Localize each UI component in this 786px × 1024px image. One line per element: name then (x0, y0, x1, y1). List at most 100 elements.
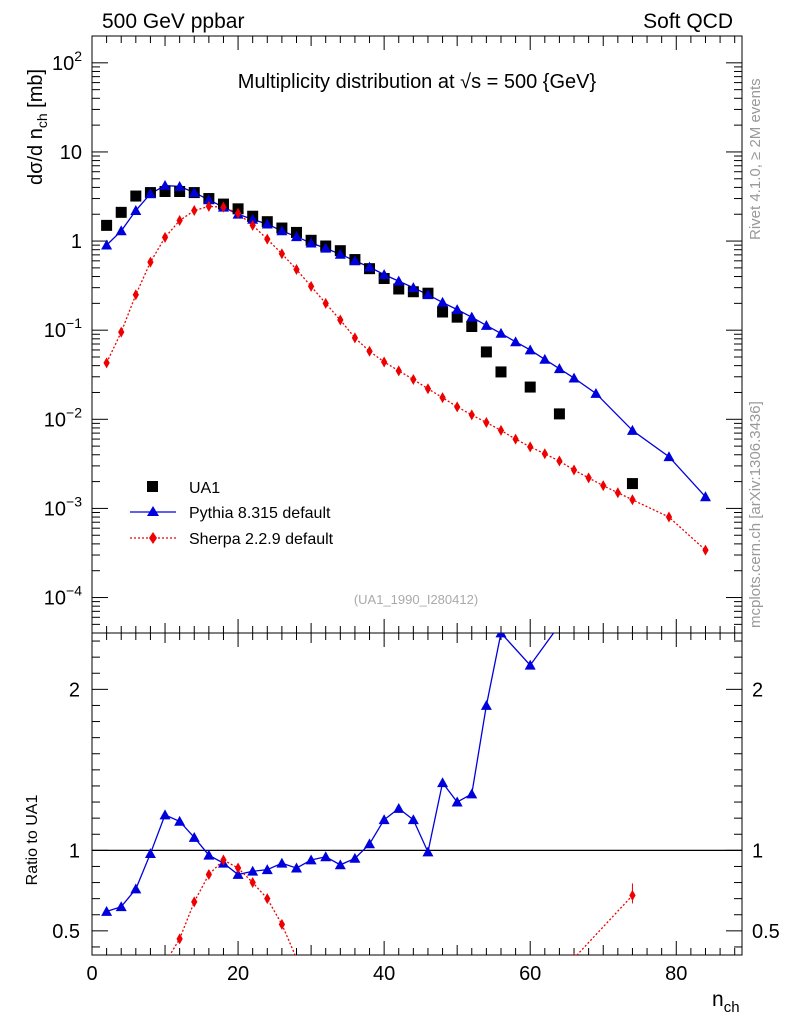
sherpa-point (191, 205, 198, 217)
pythia-ratio-point (320, 851, 332, 862)
series-markers-layer (101, 180, 711, 955)
sherpa-point (337, 314, 344, 326)
pythia-point (276, 225, 288, 236)
ratio-panel-frame (91, 632, 743, 956)
sherpa-point (234, 207, 242, 219)
pythia-ratio-point (305, 854, 317, 865)
sherpa-ratio-line (169, 859, 296, 955)
ratio-y-tick-label-right: 0.5 (752, 921, 780, 943)
pythia-ratio-point (115, 901, 127, 912)
sherpa-point (147, 256, 154, 268)
sherpa-ratio-point (191, 896, 198, 908)
pythia-point (159, 180, 171, 190)
ua1-data-point (466, 320, 478, 332)
sherpa-point (497, 424, 505, 436)
x-axis-title: nch (712, 988, 740, 1016)
pythia-point (510, 336, 522, 347)
pythia-ratio-line (106, 633, 555, 913)
pythia-point (290, 231, 302, 242)
sherpa-point (103, 357, 110, 369)
pythia-ratio-point (144, 848, 156, 858)
sherpa-line (106, 205, 706, 551)
pythia-point (663, 451, 675, 462)
sherpa-point (220, 201, 227, 213)
legend-sherpa-marker (149, 532, 157, 544)
pythia-point (626, 424, 638, 435)
sherpa-point (629, 494, 636, 506)
pythia-ratio-point (276, 857, 288, 868)
ua1-data-point (524, 381, 536, 393)
y-tick-label: 10−3 (44, 493, 82, 520)
legend-sherpa-label: Sherpa 2.2.9 default (189, 531, 334, 548)
pythia-point (466, 311, 478, 322)
x-tick-label: 0 (86, 963, 97, 985)
y-tick-label: 10−4 (44, 583, 82, 610)
pythia-point (378, 269, 390, 280)
ua1-data-point (553, 408, 565, 420)
y-tick-label: 1 (71, 231, 82, 253)
ua1-data-point (130, 190, 142, 202)
ratio-y-tick-label: 2 (69, 679, 80, 701)
pythia-point (144, 188, 156, 199)
rivet-version-label: Rivet 4.1.0, ≥ 2M events (747, 78, 764, 240)
sherpa-ratio-point (278, 918, 286, 930)
pythia-point (495, 327, 507, 338)
header-right-label: Soft QCD (643, 10, 733, 33)
pythia-point (480, 319, 492, 330)
sherpa-point (410, 373, 417, 385)
y-tick-label: 10−2 (44, 404, 82, 431)
pythia-ratio-point (480, 699, 492, 710)
pythia-point (422, 289, 434, 300)
y-tick-label: 10 (60, 142, 82, 164)
sherpa-point (570, 464, 578, 476)
sherpa-point (512, 433, 519, 445)
pythia-ratio-point (130, 883, 142, 894)
pythia-ratio-point (247, 865, 259, 876)
y-axis-title: dσ/d nch [mb] (25, 69, 50, 185)
sherpa-ratio-point (220, 854, 227, 866)
sherpa-point (483, 417, 490, 429)
x-tick-label: 40 (373, 963, 395, 985)
sherpa-point (527, 441, 534, 453)
ua1-data-point (115, 206, 127, 218)
pythia-point (524, 344, 536, 355)
chart-title: Multiplicity distribution at √s = 500 {G… (238, 71, 597, 93)
pythia-point (320, 242, 332, 253)
pythia-point (188, 187, 200, 197)
pythia-point (451, 304, 463, 315)
y-tick-label: 102 (52, 48, 82, 75)
ua1-data-point (437, 306, 449, 318)
pythia-point (115, 225, 127, 236)
ratio-y-tick-label-right: 1 (752, 840, 763, 862)
pythia-point (553, 363, 565, 374)
sherpa-point (205, 200, 213, 212)
sherpa-point (351, 332, 359, 344)
pythia-ratio-point (393, 802, 405, 813)
legend-pythia-label: Pythia 8.315 default (189, 505, 331, 522)
sherpa-point (132, 289, 139, 301)
sherpa-point (293, 263, 300, 275)
pythia-point (203, 194, 215, 205)
pythia-ratio-point (261, 864, 273, 875)
pythia-point (349, 255, 361, 266)
legend: UA1 Pythia 8.315 default Sherpa 2.2.9 de… (130, 480, 334, 548)
ua1-data-point (480, 346, 492, 358)
pythia-ratio-point (159, 809, 171, 820)
pythia-ratio-point (232, 869, 244, 879)
x-tick-label: 60 (519, 963, 541, 985)
y-tick-label: 10−1 (44, 315, 82, 342)
sherpa-ratio-point (572, 952, 576, 955)
legend-pythia-marker (147, 506, 159, 516)
pythia-ratio-point (378, 814, 390, 825)
pythia-ratio-point (290, 862, 302, 873)
svg-text:dσ/d nch [mb]: dσ/d nch [mb] (25, 69, 50, 185)
pythia-point (364, 261, 376, 272)
pythia-point (407, 282, 419, 293)
pythia-ratio-point (203, 849, 215, 860)
ratio-y-axis-title: Ratio to UA1 (24, 795, 41, 886)
x-tick-label: 80 (665, 963, 687, 985)
pythia-ratio-point (466, 788, 478, 799)
sherpa-point (278, 248, 286, 260)
pythia-ratio-point (334, 859, 346, 870)
